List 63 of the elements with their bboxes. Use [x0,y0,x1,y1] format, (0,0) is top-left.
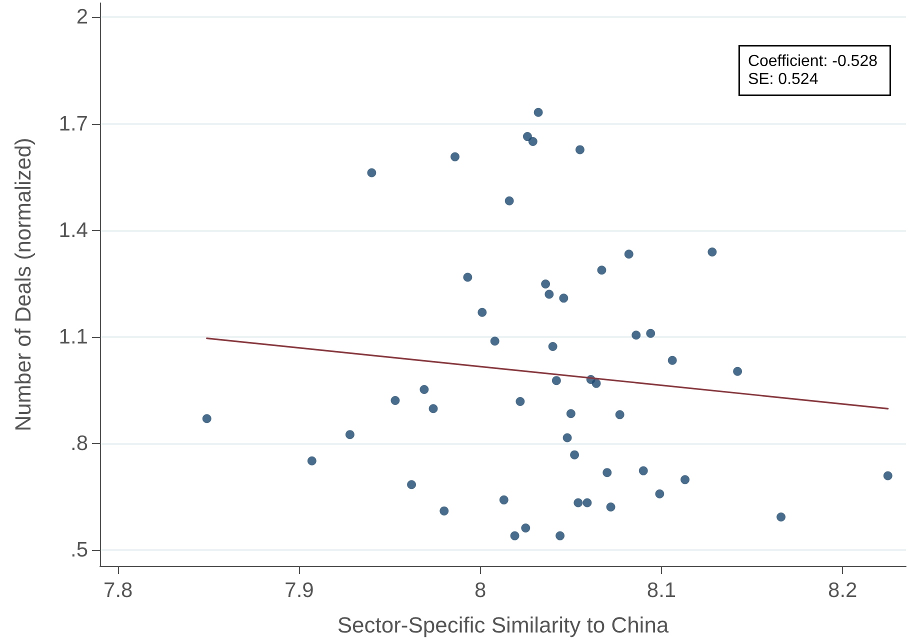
point [478,308,487,317]
point [428,404,438,414]
point [668,356,677,365]
point [556,531,565,540]
point [597,266,606,275]
point [407,480,416,490]
point [606,502,616,512]
point [420,384,429,394]
point [624,250,634,259]
point [733,366,742,376]
point [566,409,576,418]
point [307,456,316,466]
x-tick-label: 8 [474,579,486,602]
point [440,506,449,516]
x-tick-label: 7.9 [284,579,314,602]
point [559,294,568,303]
y-tick-label: 1.4 [58,218,88,242]
point [541,279,550,288]
point [883,471,892,480]
point [638,466,648,476]
point [202,414,212,424]
point [680,475,690,484]
point [521,523,530,532]
y-axis-title: Number of Deals (normalized) [10,138,36,432]
point [516,397,525,406]
point [504,196,514,206]
point [655,489,664,498]
x-tick-label: 8.1 [646,579,676,602]
point [646,328,656,338]
point [552,376,561,386]
point [602,468,612,478]
point [632,330,641,340]
point [522,132,532,142]
point [708,248,717,256]
point [345,430,354,440]
point [528,137,538,146]
point [463,272,472,282]
point [574,498,583,508]
point [490,336,500,346]
point [562,433,572,442]
point [592,378,601,388]
point [548,342,558,351]
y-tick-label: 1.1 [58,325,88,348]
x-tick-label: 8.2 [828,579,858,602]
point [367,168,376,178]
point [390,396,400,405]
point [499,495,508,504]
point [510,531,520,540]
y-tick-label: 1.7 [58,112,88,136]
point [450,152,460,162]
point [534,108,543,117]
y-tick-label: .5 [70,538,88,562]
point [570,450,580,460]
y-tick-label: 2 [76,6,88,29]
point [776,512,786,522]
point [615,410,624,420]
y-tick-label: .8 [70,432,88,455]
point [582,498,592,508]
annotation: Coefficient: -0.528 SE: 0.524 [748,53,878,88]
x-tick-label: 7.8 [104,579,133,602]
point [575,145,584,154]
x-axis-title: Sector-Specific Similarity to China [337,612,670,638]
point [544,290,554,299]
